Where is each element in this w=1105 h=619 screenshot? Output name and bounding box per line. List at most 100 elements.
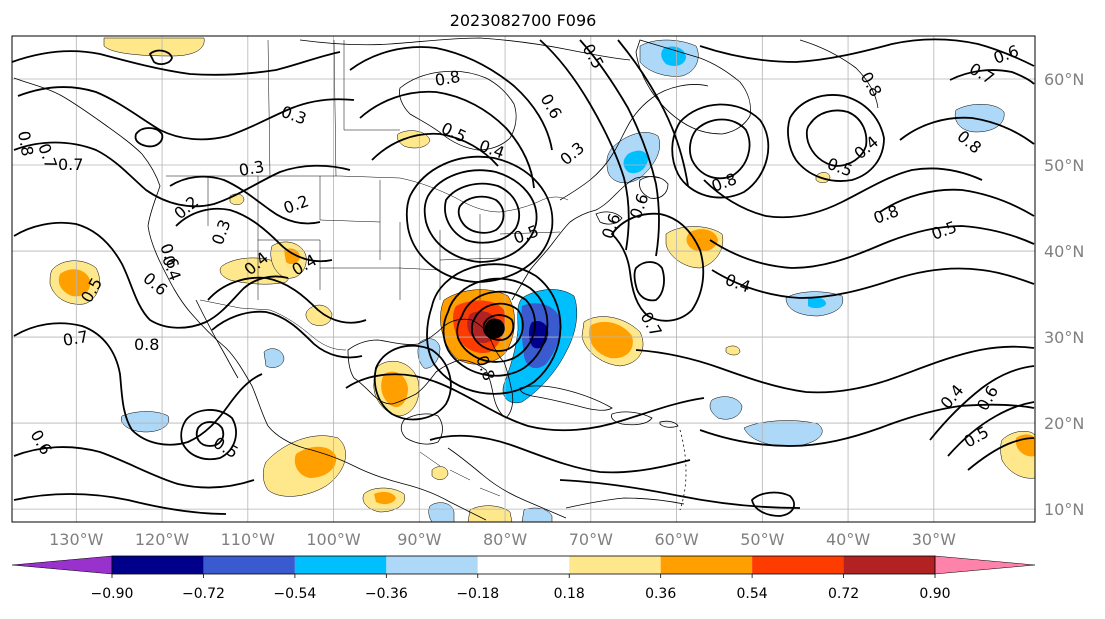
fill-positive-caribbean	[467, 505, 513, 523]
contour-pacific-south-a	[13, 446, 255, 489]
contour-central-atlantic-b	[709, 225, 1035, 269]
contour-north-pacific-c	[13, 141, 351, 208]
colorbar-bin	[569, 556, 661, 574]
coastline-cuba	[519, 385, 613, 411]
contour-north-pacific-a	[11, 50, 341, 76]
contour-circle-tropical	[751, 491, 795, 517]
fill-positive-gulf-core	[381, 371, 408, 408]
colorbar-outline	[111, 555, 936, 575]
colorbar-bin	[112, 556, 204, 574]
coastline-south-america	[565, 497, 685, 509]
contour-label: 0.3	[237, 157, 265, 180]
contour-circle-bc	[134, 127, 164, 148]
contour-gulf-loop	[373, 344, 452, 421]
longitude-tick-labels: 130°W 120°W 110°W 100°W 90°W 80°W 70°W 60°W 50°W…	[49, 530, 956, 549]
contour-label: 0.3	[556, 138, 588, 169]
contour-label: 0.6	[27, 427, 56, 459]
contour-label: 0.2	[281, 191, 311, 218]
longitude-tick-label: 100°W	[306, 530, 361, 549]
contour-south-edge	[559, 479, 801, 509]
contour-label: 0.7	[966, 59, 998, 88]
contour-circle-alaska	[148, 49, 173, 65]
colorbar-tick-label: 0.72	[828, 586, 859, 602]
coastline-lesser-antilles	[679, 429, 687, 511]
contour-labrador-c	[617, 39, 689, 187]
colorbar-bin	[386, 556, 478, 574]
longitude-tick-label: 90°W	[397, 530, 441, 549]
colorbar-extension-high	[934, 555, 1036, 575]
contour-label: 0.4	[723, 270, 753, 297]
colorbar-extension-low	[11, 555, 113, 575]
colorbar-tick-label: 0.54	[737, 586, 768, 602]
colorbar-bin	[203, 556, 295, 574]
contour-tropical-d	[947, 401, 1035, 457]
fill-positive-north-pacific	[103, 37, 205, 57]
contour-label: 0.5	[511, 221, 541, 248]
colorbar-tick-label: −0.90	[91, 586, 134, 602]
contour-north-atlantic-b	[787, 94, 885, 182]
longitude-tick-label: 60°W	[654, 530, 698, 549]
contour-label: 0.5	[210, 433, 242, 462]
contour-label: 0.3	[279, 102, 309, 129]
colorbar-tick-label: 0.90	[919, 586, 950, 602]
border-us-canada	[166, 175, 569, 213]
coastlines	[13, 37, 879, 521]
political-borders	[166, 39, 569, 497]
contour-tropical-a	[635, 345, 1035, 394]
contour-caribbean-b	[429, 434, 691, 474]
contour-label: 0.8	[14, 129, 37, 157]
border-us-mexico	[199, 299, 347, 351]
colorbar-bin	[843, 556, 935, 574]
contour-newfoundland-low	[689, 118, 751, 180]
fill-negative-labrador-core	[623, 150, 648, 174]
border-central-america	[419, 451, 501, 497]
fill-positive-plains-core	[284, 248, 300, 265]
coastline-puerto-rico	[659, 420, 679, 428]
latitude-tick-label: 40°N	[1044, 242, 1084, 261]
contour-circle-pacific-a	[195, 421, 225, 447]
contour-atlantic-ridge-a	[610, 212, 705, 322]
contour-canada-b	[359, 90, 535, 189]
contour-north-atlantic-d	[879, 188, 1035, 217]
map-title: 2023082700 F096	[450, 11, 597, 30]
fill-negative-tropical-b	[709, 396, 743, 420]
fill-positive-south-texas	[305, 304, 333, 326]
contour-storm-4	[442, 277, 549, 377]
contour-canada-a	[349, 46, 553, 151]
contour-tropical-c	[929, 365, 1035, 441]
contour-plains-a	[207, 276, 367, 324]
colorbar-tick-label: −0.36	[365, 586, 408, 602]
contour-label: 0.6	[991, 41, 1021, 68]
contour-newfoundland-low2	[671, 103, 770, 199]
fill-negative-central-atlantic-core	[808, 297, 826, 309]
latitude-tick-label: 20°N	[1044, 414, 1084, 433]
fill-positive-small-c	[431, 466, 449, 480]
longitude-tick-label: 40°W	[826, 530, 870, 549]
contour-label: 0.6	[598, 211, 625, 241]
coastline-nova-scotia	[595, 211, 623, 225]
contour-storm-1	[482, 314, 515, 341]
contour-label: 0.3	[208, 217, 235, 247]
fill-negative-pacific	[120, 411, 170, 433]
contour-canada-c	[371, 132, 499, 167]
colorbar-bin	[294, 556, 387, 574]
coastline-alaska-bc	[13, 77, 487, 521]
gridlines	[12, 36, 1035, 522]
coastline-yucatan	[400, 413, 443, 445]
storm-center-marker	[484, 318, 505, 339]
longitude-tick-label: 110°W	[221, 530, 276, 549]
longitude-tick-label: 80°W	[483, 530, 527, 549]
fill-positive-bahamas-core	[589, 321, 633, 359]
coastline-canada-east	[559, 84, 709, 201]
contour-pacific-low	[13, 322, 263, 446]
contour-storm-2	[471, 302, 524, 352]
contour-central-atlantic-a	[703, 167, 983, 219]
colorbar-tick-label: 0.36	[645, 586, 676, 602]
contour-greatlakes-outer2	[405, 155, 554, 283]
contour-caribbean-a	[345, 373, 705, 432]
coastline-arctic	[299, 37, 631, 61]
contour-north-atlantic-a	[699, 38, 1035, 67]
coastline-greenland	[635, 39, 751, 135]
contour-storm-3	[456, 290, 536, 363]
